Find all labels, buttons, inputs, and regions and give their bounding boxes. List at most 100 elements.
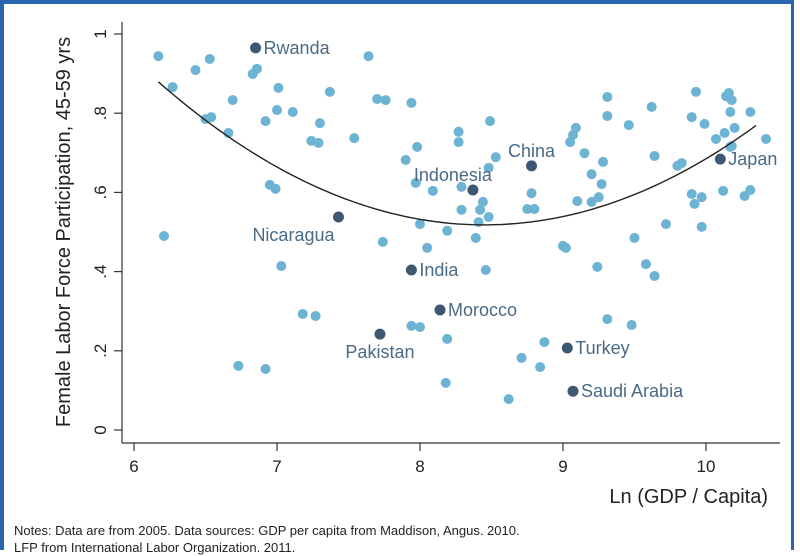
data-point (380, 95, 391, 106)
data-point (422, 242, 433, 253)
data-point (711, 133, 722, 144)
data-point (324, 86, 335, 97)
data-point (729, 122, 740, 133)
x-tick-label: 10 (697, 457, 716, 476)
data-point (503, 394, 514, 405)
data-point (313, 137, 324, 148)
data-point (470, 232, 481, 243)
data-point (206, 112, 217, 123)
data-point (167, 82, 178, 93)
data-point (725, 107, 736, 118)
data-point (761, 133, 772, 144)
data-point (535, 362, 546, 373)
data-point (579, 148, 590, 159)
data-point (726, 95, 737, 106)
data-point (270, 183, 281, 194)
y-tick-label: .4 (91, 265, 110, 279)
data-point (593, 192, 604, 203)
data-point (456, 181, 467, 192)
data-point (660, 219, 671, 230)
point-label: China (508, 141, 556, 161)
data-point (412, 141, 423, 152)
data-point (586, 196, 597, 207)
data-point (251, 63, 262, 74)
data-point (273, 82, 284, 93)
data-point (480, 265, 491, 276)
data-point (297, 308, 308, 319)
data-point (539, 337, 550, 348)
data-point (456, 204, 467, 215)
highlighted-point (467, 184, 479, 196)
data-point (310, 310, 321, 321)
data-point (596, 179, 607, 190)
point-label: Rwanda (264, 38, 331, 58)
data-point (699, 118, 710, 129)
point-label: Japan (728, 149, 777, 169)
data-point (649, 270, 660, 281)
data-point (153, 51, 164, 62)
data-point (626, 320, 637, 331)
data-point (629, 232, 640, 243)
data-point (696, 192, 707, 203)
data-point (473, 217, 484, 228)
data-point (696, 221, 707, 232)
data-point (529, 204, 540, 215)
data-point (602, 91, 613, 102)
data-point (490, 152, 501, 163)
fitted-curve (157, 81, 757, 226)
x-tick-label: 6 (129, 457, 138, 476)
data-point (377, 236, 388, 247)
data-point (745, 185, 756, 196)
data-point (453, 126, 464, 137)
notes-line-2: LFP from International Labor Organizatio… (14, 540, 296, 555)
data-point (646, 101, 657, 112)
point-label: Turkey (575, 338, 629, 358)
y-axis-title: Female Labor Force Participation, 45-59 … (53, 37, 75, 427)
data-point (602, 110, 613, 121)
data-point (410, 177, 421, 188)
data-point (406, 320, 417, 331)
data-point (592, 261, 603, 272)
x-tick-label: 8 (415, 457, 424, 476)
point-label: Pakistan (345, 342, 414, 362)
data-point (586, 169, 597, 180)
data-point (442, 333, 453, 344)
data-point (676, 158, 687, 169)
data-point (483, 211, 494, 222)
data-point (718, 185, 729, 196)
data-point (204, 53, 215, 64)
x-tick-label: 9 (558, 457, 567, 476)
data-point (272, 105, 282, 116)
data-point (602, 314, 613, 325)
data-point (415, 219, 425, 230)
data-point (260, 364, 271, 375)
point-label: Morocco (448, 300, 517, 320)
data-point (159, 230, 170, 241)
data-point (690, 86, 701, 97)
data-point (442, 225, 453, 236)
data-point (565, 137, 576, 148)
highlighted-point (526, 160, 538, 172)
data-point (477, 196, 488, 207)
highlighted-point (567, 385, 579, 397)
x-axis-title: Ln (GDP / Capita) (609, 486, 768, 508)
data-point (314, 118, 325, 129)
point-label: India (419, 260, 459, 280)
y-tick-label: 0 (91, 425, 110, 434)
y-tick-label: .2 (91, 344, 110, 358)
y-tick-label: 1 (91, 29, 110, 38)
point-label: Indonesia (414, 165, 493, 185)
data-point (372, 93, 383, 104)
highlighted-point (405, 264, 417, 276)
data-point (572, 196, 583, 207)
data-point (686, 188, 697, 199)
data-point (427, 185, 438, 196)
data-point (560, 242, 571, 253)
data-point (363, 51, 374, 62)
point-label: Nicaragua (252, 225, 335, 245)
data-point (522, 204, 533, 215)
data-point (276, 261, 287, 272)
data-point (233, 360, 244, 371)
